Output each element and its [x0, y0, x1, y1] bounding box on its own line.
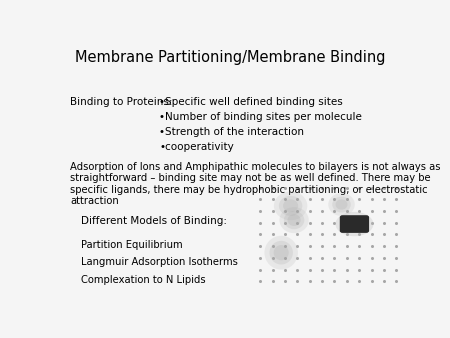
Ellipse shape — [336, 199, 347, 210]
Ellipse shape — [274, 245, 289, 260]
Text: Adsorption of Ions and Amphipathic molecules to bilayers is not always as
straig: Adsorption of Ions and Amphipathic molec… — [70, 162, 441, 207]
Text: Langmuir Adsorption Isotherms: Langmuir Adsorption Isotherms — [81, 257, 238, 267]
Ellipse shape — [265, 236, 298, 270]
Ellipse shape — [335, 212, 374, 236]
Text: Different Models of Binding:: Different Models of Binding: — [81, 216, 227, 226]
Text: •Number of binding sites per molecule: •Number of binding sites per molecule — [159, 112, 362, 122]
FancyBboxPatch shape — [340, 215, 369, 233]
Text: •cooperativity: •cooperativity — [159, 142, 234, 152]
Ellipse shape — [288, 214, 301, 226]
Text: Complexation to N Lipids: Complexation to N Lipids — [81, 275, 205, 285]
Ellipse shape — [283, 199, 298, 212]
Text: Partition Equilibrium: Partition Equilibrium — [81, 240, 182, 250]
Ellipse shape — [279, 196, 302, 216]
Ellipse shape — [284, 211, 304, 229]
Ellipse shape — [270, 241, 293, 265]
Text: Binding to Proteins:: Binding to Proteins: — [70, 97, 173, 106]
Ellipse shape — [332, 196, 351, 213]
Ellipse shape — [274, 192, 307, 220]
Ellipse shape — [328, 193, 355, 216]
Text: •Strength of the interaction: •Strength of the interaction — [159, 127, 304, 137]
Text: Membrane Partitioning/Membrane Binding: Membrane Partitioning/Membrane Binding — [76, 50, 386, 65]
Ellipse shape — [279, 207, 309, 233]
Text: •Specific well defined binding sites: •Specific well defined binding sites — [159, 97, 343, 106]
